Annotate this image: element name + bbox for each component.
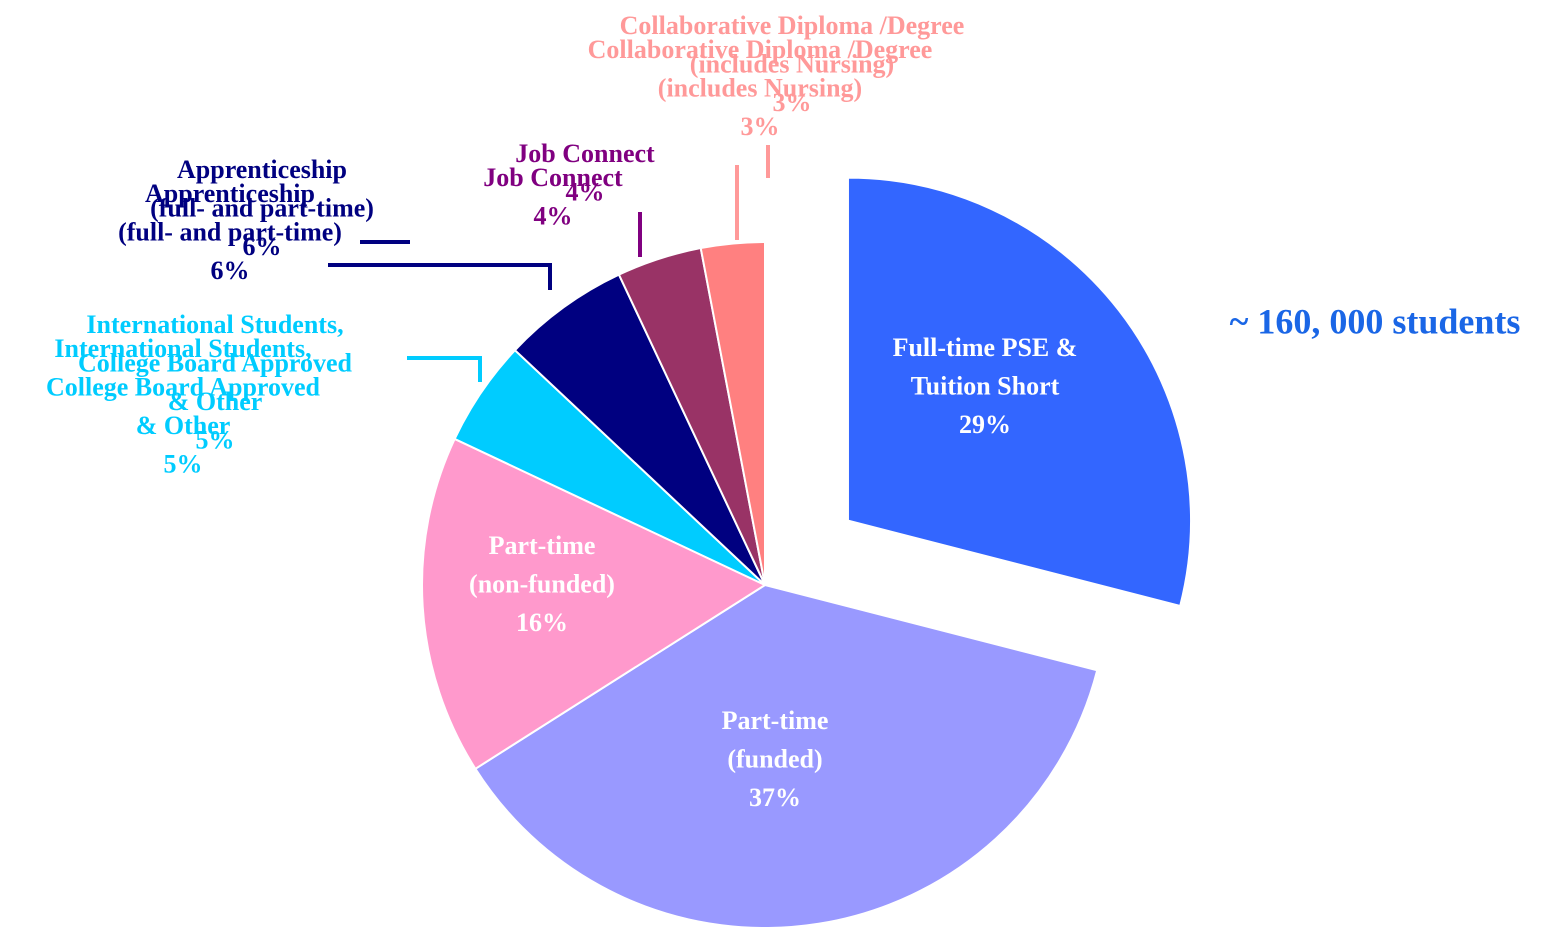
slice-label: Collaborative Diploma /Degree <box>588 35 933 64</box>
slice-label: Apprenticeship <box>145 179 315 208</box>
slice-label: Part-time <box>722 706 829 735</box>
slice-label: Job Connect <box>515 139 655 168</box>
annotation: ~ 160, 000 students <box>1230 301 1521 341</box>
value-label: 29% <box>959 410 1011 439</box>
pie-slice <box>846 176 1192 608</box>
slice-label: College Board Approved <box>78 348 353 377</box>
slice-label: (funded) <box>727 744 822 773</box>
pie-slice <box>699 240 766 586</box>
slice-label: Part-time <box>489 531 596 560</box>
slice-label: (full- and part-time) <box>118 217 342 246</box>
slice-label: (includes Nursing) <box>658 73 862 102</box>
slice-label: (includes Nursing) <box>690 49 894 78</box>
slice-label: (full- and part-time) <box>150 193 374 222</box>
slice-label: International Students, <box>86 310 343 339</box>
slice-label: College Board Approved <box>46 372 321 401</box>
leader-line <box>407 356 482 382</box>
slice-label: Full-time PSE & <box>893 333 1078 362</box>
slice-label: International Students, <box>54 334 311 363</box>
value-label: 6% <box>211 256 250 285</box>
slices <box>421 176 1192 927</box>
value-label: 5% <box>196 425 235 454</box>
value-label: 3% <box>773 88 812 117</box>
slice-label: Apprenticeship <box>177 155 347 184</box>
slice-label: Collaborative Diploma /Degree <box>620 11 965 40</box>
slice-label: & Other <box>136 411 231 440</box>
value-label: 16% <box>516 608 568 637</box>
slice-label: & Other <box>168 387 263 416</box>
slice-label: Job Connect <box>483 163 623 192</box>
pie-slice <box>421 437 768 771</box>
slice-label: Tuition Short <box>911 371 1060 400</box>
value-label: 5% <box>164 449 203 478</box>
leader-line <box>328 263 552 290</box>
pie-slice <box>513 273 766 586</box>
value-label: 4% <box>534 201 573 230</box>
value-label: 4% <box>566 177 605 206</box>
leader-lines <box>328 145 770 382</box>
value-label: 3% <box>741 112 780 141</box>
value-label: 37% <box>749 783 801 812</box>
slice-label: (non-funded) <box>469 569 615 598</box>
value-label: 6% <box>243 232 282 261</box>
